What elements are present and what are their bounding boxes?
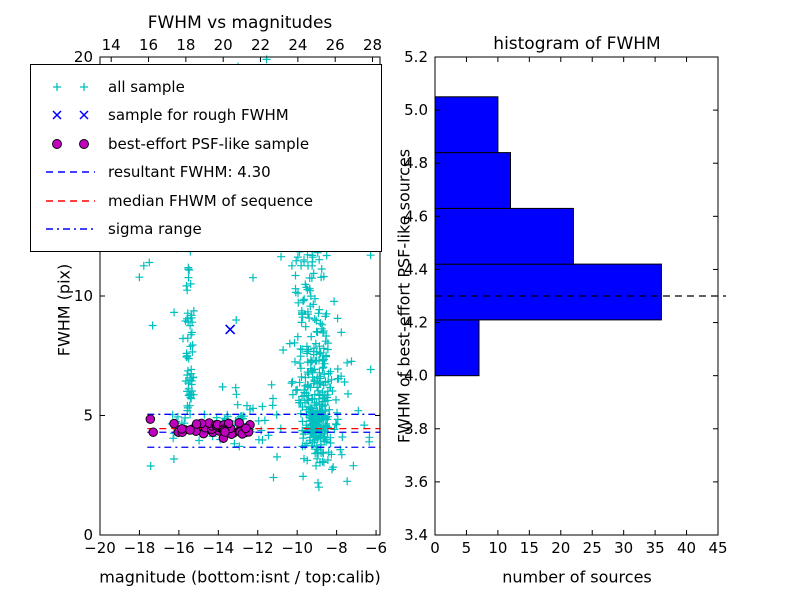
top-tick-label: 14: [102, 36, 121, 54]
dashdot-line-icon: [43, 218, 98, 240]
psf-point: [177, 424, 187, 434]
x-tick-label: −8: [326, 539, 348, 557]
right-axes-frame: [434, 56, 719, 536]
y-tick-label: 5.2: [404, 48, 428, 66]
x-tick-label: −18: [124, 539, 156, 557]
psf-point: [220, 427, 230, 437]
x-tick-label: 25: [583, 539, 602, 557]
legend-label: sample for rough FWHM: [108, 106, 289, 125]
y-tick-label: 4.6: [404, 207, 428, 225]
circle-icon: [79, 138, 89, 149]
y-tick-label: 4.0: [404, 367, 428, 385]
x-tick-label: −10: [281, 539, 313, 557]
legend: all sample sample for rough FWHM best-ef…: [30, 64, 382, 252]
cross-legend-glyph: [52, 110, 89, 120]
legend-item-sigma-range: sigma range: [43, 218, 373, 240]
dashed-line-icon: [43, 190, 98, 212]
bar: [434, 319, 480, 377]
top-tick-label: 20: [214, 36, 233, 54]
y-tick-label: 4.2: [404, 314, 428, 332]
bar: [434, 152, 511, 209]
plus-legend-glyph: [53, 82, 88, 91]
dashed-legend-glyph: [46, 200, 95, 202]
y-tick-label: 3.4: [404, 526, 428, 544]
circle-marker-icon: [43, 133, 98, 155]
right-axes-ticks: 0 5 10 15 20 25 30 35 40 45 3.4 3.6 3.8 4.0 4.2 4.4 4.6 4…: [404, 48, 727, 557]
legend-label: median FHWM of sequence: [108, 191, 313, 210]
x-tick-label: 10: [488, 539, 507, 557]
legend-item-psf-sample: best-effort PSF-like sample: [43, 133, 373, 155]
circle-legend-glyph: [52, 138, 89, 149]
legend-label: sigma range: [108, 220, 202, 239]
top-tick-label: 26: [326, 36, 345, 54]
cross-icon: [52, 110, 62, 120]
psf-point: [191, 419, 202, 429]
x-tick-label: 30: [614, 539, 633, 557]
psf-point: [185, 425, 195, 435]
y-tick-label: 10: [74, 287, 93, 305]
plus-icon: [53, 82, 61, 91]
bar: [434, 96, 499, 154]
psf-point: [148, 427, 158, 437]
psf-point: [241, 423, 251, 434]
x-tick-label: −20: [84, 539, 116, 557]
legend-label: all sample: [108, 77, 185, 96]
top-tick-label: 18: [176, 36, 195, 54]
dashed-legend-glyph: [46, 171, 95, 173]
x-tick-label: 45: [708, 539, 727, 557]
x-tick-label: 20: [551, 539, 570, 557]
x-tick-label: −6: [365, 539, 387, 557]
histogram-bars: [434, 96, 662, 377]
legend-item-rough-fwhm: sample for rough FWHM: [43, 104, 373, 126]
psf-point: [234, 418, 244, 428]
x-tick-label: 40: [677, 539, 696, 557]
y-tick-label: 0: [83, 526, 93, 544]
dashed-line-icon: [43, 161, 98, 183]
x-tick-label: 35: [646, 539, 665, 557]
legend-label: resultant FWHM: 4.30: [108, 163, 271, 182]
top-tick-label: 24: [288, 36, 307, 54]
y-tick-label: 5.0: [404, 101, 428, 119]
top-tick-label: 28: [363, 36, 382, 54]
legend-label: best-effort PSF-like sample: [108, 134, 310, 153]
right-plot-ylabel: FWHM of best-effort PSF-like sources: [394, 148, 414, 444]
left-plot-xlabel: magnitude (bottom:isnt / top:calib): [99, 567, 381, 587]
left-plot-title: FWHM vs magnitudes: [147, 13, 333, 33]
legend-item-median-fwhm: median FHWM of sequence: [43, 190, 373, 212]
x-tick-label: 15: [520, 539, 539, 557]
x-tick-label: 0: [430, 539, 440, 557]
right-plot-xlabel: number of sources: [502, 567, 652, 587]
bar: [434, 207, 574, 265]
top-tick-label: 22: [251, 36, 270, 54]
y-tick-label: 4.4: [404, 260, 428, 278]
psf-point: [145, 414, 156, 424]
plus-icon: [80, 82, 88, 91]
left-axes-ticks: −20 −18 −16 −14 −12 −10 −8 −6 14 16 18 20 22 24 26 28 0 5…: [74, 36, 387, 557]
cross-marker-icon: [43, 104, 98, 126]
left-plot-ylabel: FWHM (pix): [54, 263, 74, 357]
plus-marker-icon: [43, 76, 98, 98]
cross-icon: [79, 110, 89, 120]
circle-icon: [52, 138, 62, 149]
x-tick-label: −12: [242, 539, 274, 557]
legend-item-resultant-fwhm: resultant FWHM: 4.30: [43, 161, 373, 183]
rough-fwhm-marker: [225, 324, 236, 335]
scatter-psf-sample: [145, 414, 255, 443]
x-tick-label: −16: [163, 539, 195, 557]
x-tick-label: 5: [462, 539, 472, 557]
y-tick-label: 20: [74, 48, 93, 66]
y-tick-label: 4.8: [404, 154, 428, 172]
legend-item-all-sample: all sample: [43, 76, 373, 98]
top-tick-label: 16: [139, 36, 158, 54]
bar: [434, 263, 662, 321]
y-tick-label: 5: [83, 407, 93, 425]
psf-point: [169, 418, 179, 429]
right-plot-title: histogram of FWHM: [493, 34, 661, 54]
y-tick-label: 3.6: [404, 473, 428, 491]
y-tick-label: 3.8: [404, 420, 428, 438]
dashdot-legend-glyph: [46, 228, 95, 231]
x-tick-label: −14: [202, 539, 234, 557]
